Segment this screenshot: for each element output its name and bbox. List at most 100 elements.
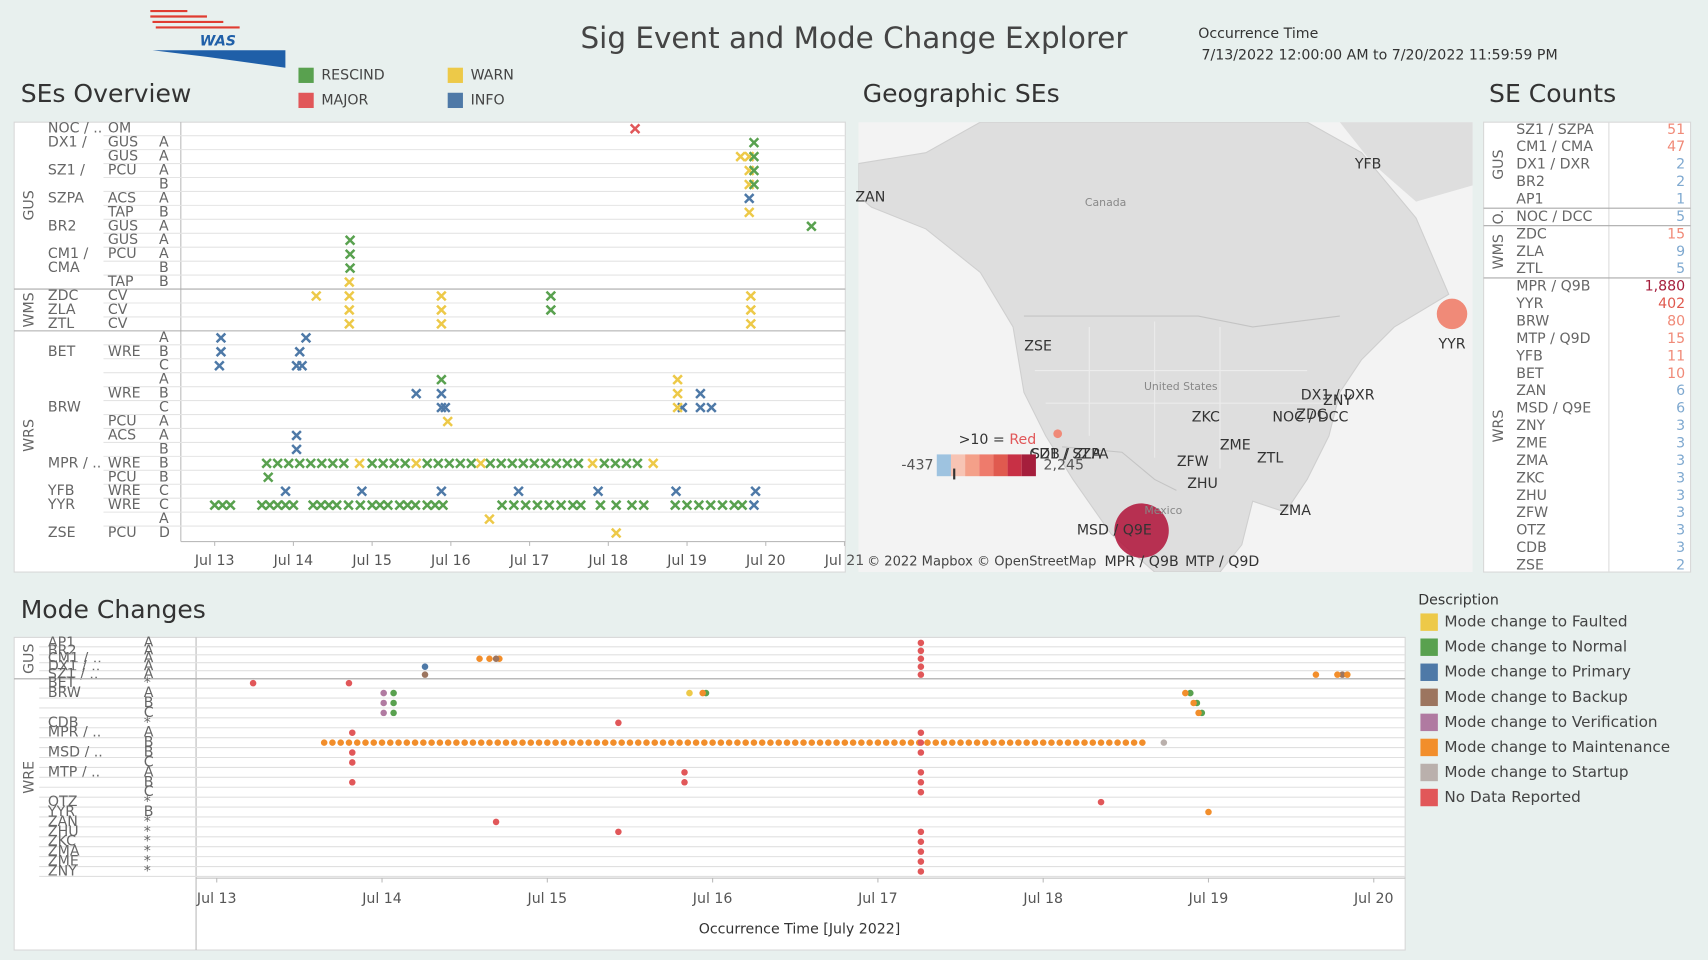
mode-change [420,739,427,746]
se-event [626,499,638,511]
se-event-stroke [296,360,308,371]
se-event-stroke [225,499,236,511]
mode-change [808,739,816,746]
se-event [587,458,598,469]
row-name: YFB [47,483,75,499]
se-event [288,499,299,511]
se-event-stroke [264,499,276,511]
row-name: ZDC [48,288,79,304]
map-legend-swatch [936,454,951,477]
se-event-stroke [262,472,274,483]
mode-change [917,655,925,663]
mode-change [610,739,617,746]
map-site-label: SZ1 / SZPA [1031,446,1109,462]
count-name: ZMA [1516,453,1548,469]
mode-change [626,739,634,746]
se-event-stroke [402,499,413,511]
map-legend-min: -437 [901,457,933,473]
count-name: BET [1516,366,1544,382]
count-value: 3 [1676,523,1685,539]
logo-text: WAS [200,34,236,50]
se-event [647,458,659,469]
filter-value[interactable]: 7/13/2022 12:00:00 AM to 7/20/2022 11:59… [1201,48,1557,64]
se-event [529,458,540,469]
se-event [520,499,531,511]
row-slot: A [144,651,154,667]
se-event-stroke [436,402,447,413]
row-slot: B [144,804,154,820]
mode-change [568,739,576,746]
se-event [316,458,327,469]
x-tick-label: Jul 15 [351,553,392,569]
count-value: 3 [1676,540,1685,556]
row-slot: A [159,218,169,234]
mode-change [249,679,257,687]
mode-change [502,739,510,746]
logo: WAS [150,9,286,68]
mode-change [1182,689,1189,697]
se-event-stroke [421,499,433,511]
count-value: 3 [1676,470,1685,486]
count-value: 9 [1676,244,1685,260]
map-legend-title: >10 = Red [959,432,1037,448]
mode-change [1031,739,1039,746]
mode-change [874,739,882,746]
se-event [748,499,760,511]
mode-change [742,739,749,746]
row-slot: B [159,344,169,360]
mode-change [411,739,419,746]
se-event-stroke [355,499,366,511]
se-event-stroke [540,458,551,469]
count-name: MTP / Q9D [1516,331,1590,347]
count-name: ZME [1516,436,1547,452]
se-event [294,346,305,358]
row-sub: CV [108,288,128,304]
count-name: CDB [1516,540,1547,556]
se-event-stroke [436,304,447,316]
map-land [858,122,1450,573]
row-slot: * [144,844,151,860]
se-event [745,290,757,302]
mode-change [585,739,592,746]
mode-change [833,739,840,746]
mode-change [1130,739,1138,746]
row-sub: WRE [108,344,141,360]
row-slot: C [159,358,169,374]
se-event-stroke [272,499,283,511]
row-slot: B [159,386,169,402]
mode-change [841,739,849,746]
mode-change [643,739,650,746]
mode-change [758,739,766,746]
map[interactable] [858,122,1473,573]
mode-change [519,739,526,746]
mode-change [1006,739,1014,746]
mode-change [917,671,925,678]
mode-change [421,663,429,670]
se-event-stroke [440,402,451,413]
mode-change [891,739,898,746]
mode-change [577,739,584,746]
row-name: ZME [48,854,79,870]
row-slot: A [159,372,169,388]
row-name: CDB [48,715,79,731]
se-event [436,304,447,316]
map-site-label: ZME [1220,438,1251,454]
se-event-stroke [592,485,604,497]
mode-change [940,739,948,746]
count-name: ZTL [1516,261,1542,277]
se-event [327,458,339,469]
count-name: ZHU [1516,488,1547,504]
row-name: CM1 / [48,246,89,262]
se-overview-panel [13,121,846,573]
mode-change [917,779,925,786]
region-label: WMS [1491,234,1507,269]
region-label: GUS [21,190,37,220]
x-tick-label: Jul 15 [527,891,568,907]
se-event-stroke [399,458,411,469]
legend-swatch [1420,738,1438,757]
count-name: BRW [1516,314,1549,330]
mode-change [767,739,774,746]
se-event [610,499,622,511]
x-tick-label: Jul 20 [745,553,786,569]
